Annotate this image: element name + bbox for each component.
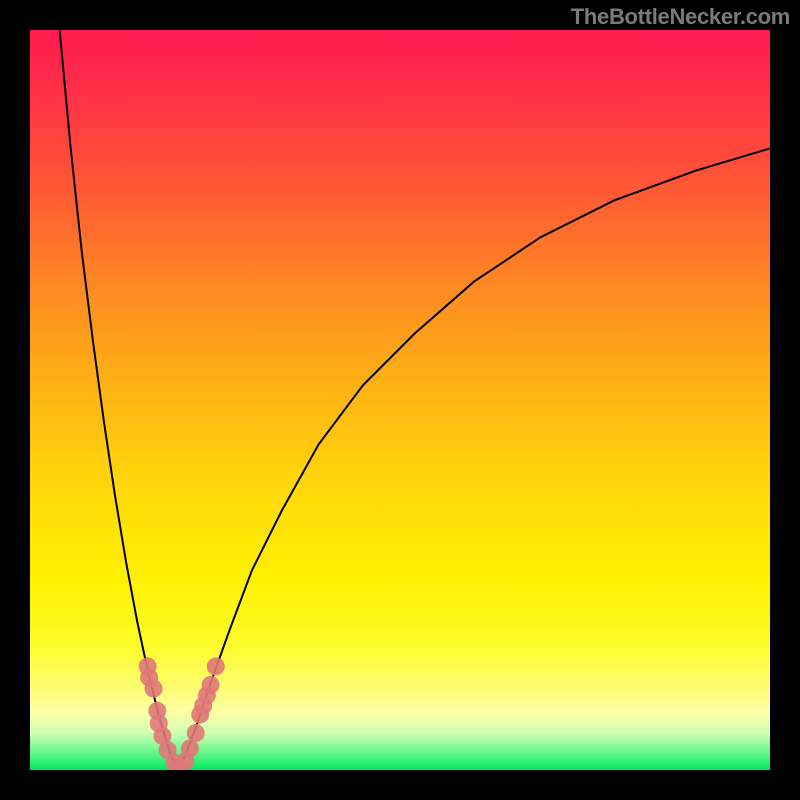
watermark-text: TheBottleNecker.com	[571, 4, 790, 30]
left-branch-curve	[60, 30, 178, 770]
plot-area	[30, 30, 770, 770]
curve-layer	[30, 30, 770, 770]
marker-point	[187, 724, 205, 742]
marker-point	[202, 676, 220, 694]
marker-group	[139, 657, 225, 770]
chart-outer-frame	[0, 0, 800, 800]
right-branch-curve	[178, 148, 770, 770]
marker-point	[181, 740, 199, 758]
marker-point	[207, 657, 225, 675]
marker-point	[145, 680, 163, 698]
